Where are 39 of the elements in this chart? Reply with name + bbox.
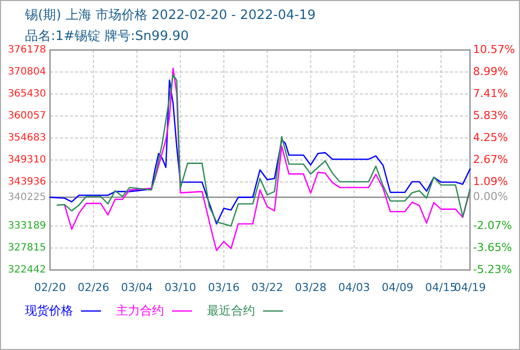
x-tick-label: 03/28 [294, 281, 327, 294]
x-tick-label: 02/26 [78, 281, 110, 294]
y-tick-label: 343936 [8, 176, 46, 188]
x-tick-label: 03/16 [208, 281, 240, 294]
x-tick-label: 03/22 [251, 281, 284, 294]
y2-tick-label: 1.09% [473, 175, 508, 188]
y-tick-label: 370804 [8, 66, 46, 78]
x-tick-label: 04/19 [454, 281, 486, 294]
x-tick-label: 03/10 [164, 281, 196, 294]
y-tick-label: 365430 [8, 88, 46, 100]
y-tick-label: 327815 [8, 242, 46, 254]
x-tick-label: 04/09 [382, 281, 414, 294]
line-series [64, 68, 471, 252]
x-tick-label: 04/03 [338, 281, 370, 294]
x-tick-label: 03/04 [121, 281, 153, 294]
y2-tick-label: 0.00% [473, 190, 508, 204]
y2-tick-label: 10.57% [473, 43, 515, 56]
y-tick-label: 322442 [8, 264, 46, 276]
y2-tick-label: -3.65% [473, 241, 512, 254]
legend-label: 最近合约 [207, 303, 255, 318]
legend-label: 现货价格 [25, 303, 73, 318]
y2-tick-label: 4.25% [473, 131, 508, 144]
y2-tick-label: 8.99% [473, 65, 508, 78]
x-tick-label: 02/20 [34, 281, 66, 294]
chart-title: 锡(期) 上海 市场价格 2022-02-20 - 2022-04-19 [24, 8, 316, 23]
y2-tick-label: -5.23% [473, 263, 512, 276]
y-tick-label: 354683 [8, 132, 46, 144]
y-tick-label: 376178 [8, 44, 46, 56]
x-tick-label: 04/15 [425, 281, 457, 294]
y-tick-label: 360057 [8, 110, 46, 122]
y-tick-label: 333189 [8, 220, 46, 232]
legend-label: 主力合约 [116, 303, 164, 318]
y-tick-label: 340225 [8, 192, 46, 203]
y2-tick-label: 7.41% [473, 87, 508, 100]
y2-tick-label: 2.67% [473, 153, 508, 166]
y2-tick-label: 5.83% [473, 109, 508, 122]
y-tick-label: 349310 [8, 154, 46, 166]
chart-subtitle: 品名:1#锡锭 牌号:Sn99.90 [25, 29, 189, 44]
y2-tick-label: -2.07% [473, 219, 512, 232]
